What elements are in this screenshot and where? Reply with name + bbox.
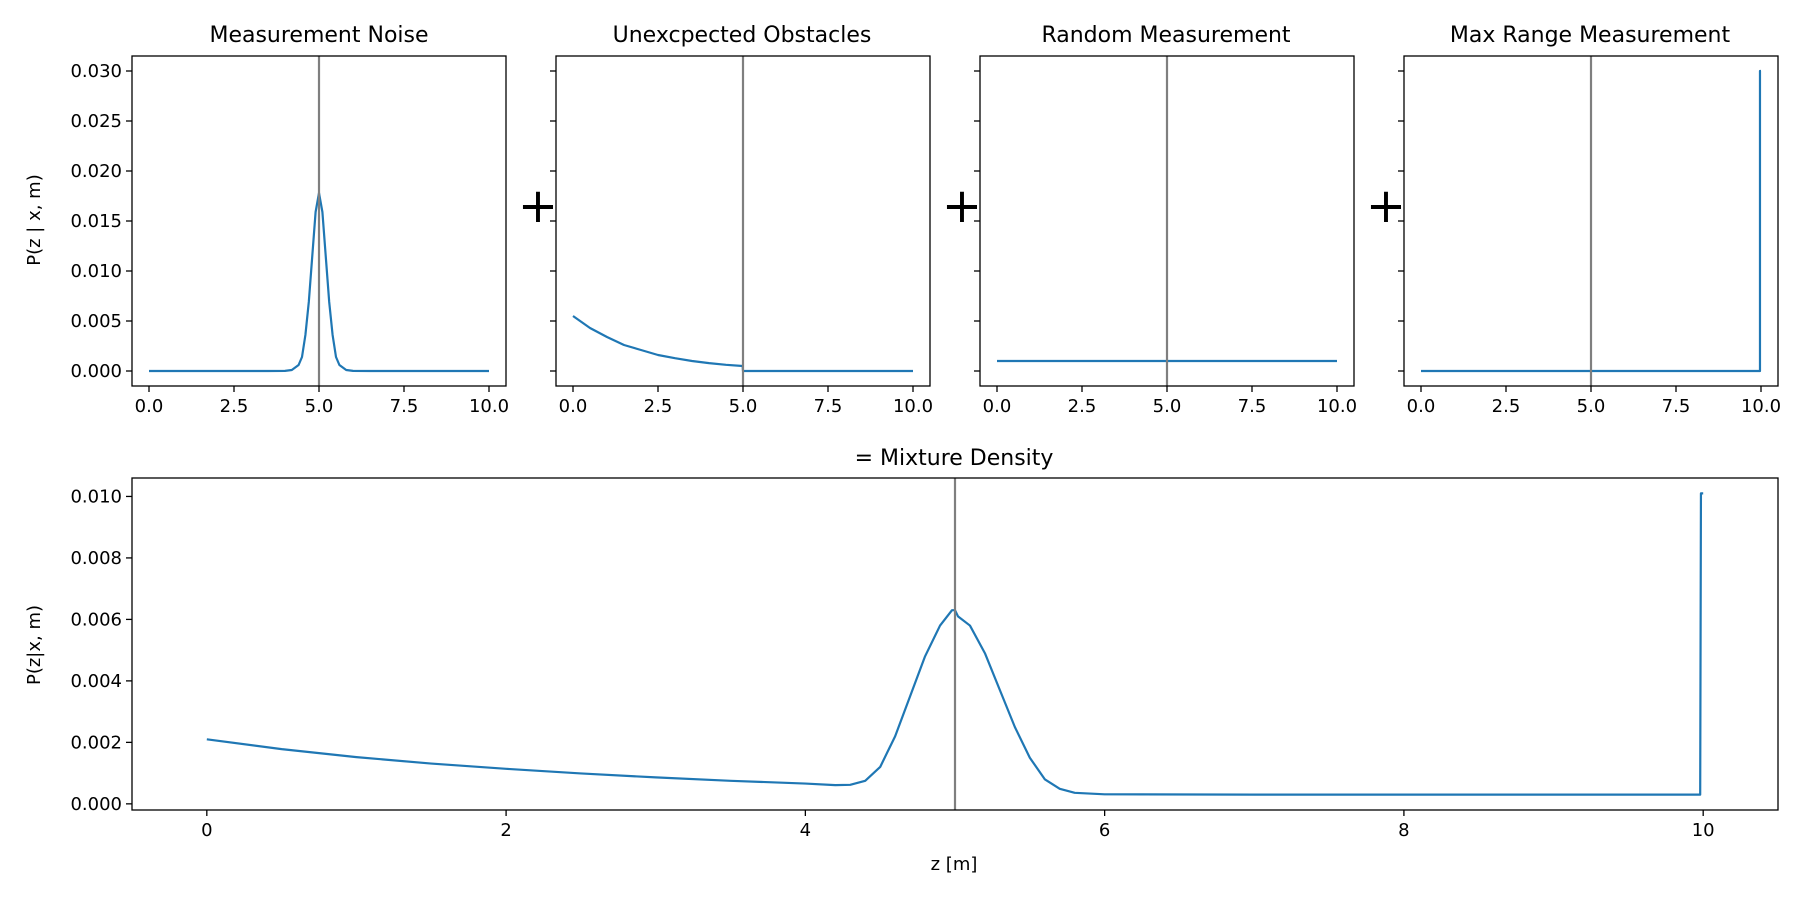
y-tick-label: 0.008: [70, 548, 122, 569]
x-tick-label: 10.0: [893, 396, 933, 417]
panel-max-range-measurement: Max Range Measurement 0.0 2.5 5.0 7.5 10.0: [1398, 23, 1781, 417]
x-tick-label: 0: [201, 820, 212, 841]
x-tick-label: 0.0: [983, 396, 1012, 417]
plot-area: 0.0 2.5 5.0 7.5 10.0: [1398, 55, 1781, 417]
plus-sign: +: [518, 178, 558, 234]
x-tick-label: 5.0: [1153, 396, 1182, 417]
y-tick-label: 0.000: [70, 361, 122, 382]
y-tick-label: 0.000: [70, 794, 122, 815]
x-tick-label: 10: [1692, 820, 1715, 841]
y-tick-label: 0.010: [70, 261, 122, 282]
x-tick-label: 10.0: [1317, 396, 1357, 417]
y-tick-label: 0.002: [70, 732, 122, 753]
panel-title: = Mixture Density: [855, 446, 1054, 471]
x-tick-label: 8: [1398, 820, 1409, 841]
x-tick-label: 0.0: [1407, 396, 1436, 417]
panel-title: Measurement Noise: [209, 23, 428, 48]
x-tick-label: 2.5: [1492, 396, 1521, 417]
x-tick-label: 6: [1099, 820, 1110, 841]
x-tick-label: 7.5: [814, 396, 843, 417]
x-tick-label: 2.5: [220, 396, 249, 417]
panel-unexpected-obstacles: Unexcpected Obstacles 0.0 2.5 5.0 7.5 10.0: [550, 23, 933, 417]
x-tick-label: 2.5: [1068, 396, 1097, 417]
x-tick-label: 0.0: [559, 396, 588, 417]
axes-frame: [131, 477, 1779, 811]
y-axis-label: P(z|x, m): [24, 605, 45, 685]
series-line: [206, 492, 1704, 796]
plot-area: 0 2 4 6 8 10 0.000 0.002 0.004 0.006 0.008 0.010: [70, 477, 1779, 841]
y-tick-label: 0.020: [70, 161, 122, 182]
x-tick-label: 7.5: [1662, 396, 1691, 417]
panel-title: Unexcpected Obstacles: [613, 23, 872, 48]
plot-area: 0.0 2.5 5.0 7.5 10.0: [550, 55, 933, 417]
y-tick-label: 0.005: [70, 311, 122, 332]
x-tick-label: 2.5: [644, 396, 673, 417]
x-tick-label: 5.0: [1577, 396, 1606, 417]
plus-sign: +: [1366, 178, 1406, 234]
y-axis-label: P(z | x, m): [24, 174, 45, 266]
x-tick-label: 7.5: [1238, 396, 1267, 417]
x-tick-label: 7.5: [390, 396, 419, 417]
y-tick-label: 0.010: [70, 486, 122, 507]
y-tick-label: 0.030: [70, 61, 122, 82]
y-tick-label: 0.006: [70, 609, 122, 630]
y-tick-label: 0.004: [70, 671, 122, 692]
panel-measurement-noise: Measurement Noise 0.0 2.5 5.0 7.5 10.00.0000…: [70, 23, 509, 417]
x-tick-label: 5.0: [305, 396, 334, 417]
panel-title: Random Measurement: [1041, 23, 1290, 48]
plot-area: 0.0 2.5 5.0 7.5 10.0: [974, 55, 1357, 417]
x-tick-label: 4: [800, 820, 811, 841]
x-tick-label: 2: [500, 820, 511, 841]
x-tick-label: 0.0: [135, 396, 164, 417]
panel-title: Max Range Measurement: [1450, 23, 1731, 48]
y-tick-label: 0.015: [70, 211, 122, 232]
panel-mixture-density: = Mixture Density 0 2 4 6 8 10 0.000 0.002 0.004…: [70, 446, 1779, 841]
plus-sign: +: [942, 178, 982, 234]
panel-random-measurement: Random Measurement 0.0 2.5 5.0 7.5 10.0: [974, 23, 1357, 417]
y-tick-label: 0.025: [70, 111, 122, 132]
x-tick-label: 10.0: [469, 396, 509, 417]
plot-area: 0.0 2.5 5.0 7.5 10.0 0.000 0.005 0.010 0.015 0.02…: [70, 55, 509, 417]
x-tick-label: 10.0: [1741, 396, 1781, 417]
x-tick-label: 5.0: [729, 396, 758, 417]
x-axis-label: z [m]: [931, 854, 978, 875]
